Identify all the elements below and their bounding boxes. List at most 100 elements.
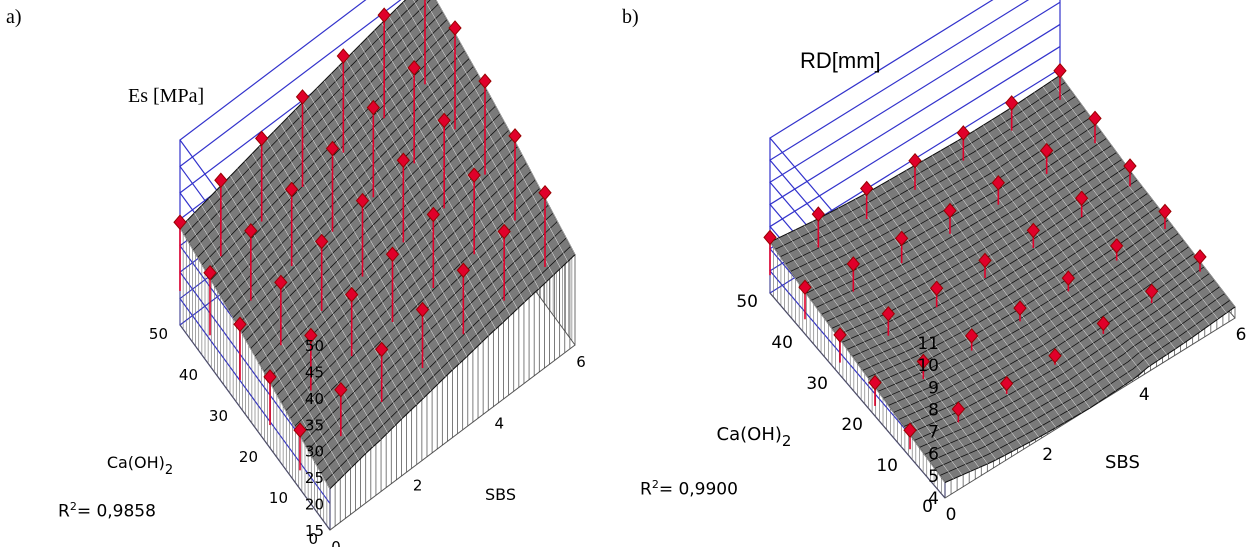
z-tick-label: 40 — [305, 390, 324, 408]
panel-label-b: b) — [622, 6, 639, 28]
surface-mesh-line — [803, 225, 980, 468]
data-point-marker — [285, 181, 299, 198]
data-point-marker — [833, 327, 847, 343]
surface-mesh-line — [295, 109, 446, 377]
z-axis-title: Es [MPa] — [128, 85, 204, 107]
y-axis-title: Ca(OH)2 — [717, 424, 792, 450]
data-point-marker — [1061, 270, 1075, 286]
z-tick-label: 50 — [305, 337, 324, 355]
r-squared-b: R2= 0,9900 — [640, 478, 738, 500]
surface-mesh-line — [931, 155, 1108, 397]
surface-mesh-line — [778, 237, 954, 479]
data-point-marker — [437, 112, 451, 129]
surface-mesh-line — [795, 229, 971, 472]
data-point-marker — [1053, 62, 1067, 79]
z-tick-label: 5 — [928, 467, 939, 487]
surface-mesh-line — [230, 175, 381, 441]
y-tick-label: 20 — [239, 448, 258, 466]
data-point-marker — [763, 229, 777, 246]
surface-mesh-line — [388, 15, 540, 289]
chart-panel-b: b) 4 5 6 7 8 9 10 11 0 10 20 30 40 50 0 2 4 6 RD[mm] SBS Ca(… — [600, 0, 1246, 547]
data-point-marker — [1040, 142, 1054, 159]
data-point-marker — [375, 341, 389, 358]
data-point-marker — [355, 192, 370, 209]
r-squared-a: R2= 0,9858 — [58, 500, 156, 522]
data-point-marker — [244, 223, 258, 239]
x-tick-label: 6 — [576, 353, 586, 371]
data-point-marker — [811, 206, 825, 222]
surface-mesh-line — [359, 44, 511, 316]
surface-mesh-line — [1059, 75, 1236, 308]
surface-mesh-line — [186, 220, 338, 482]
r-squared-sup-b: 2 — [651, 478, 659, 491]
surface-mesh-line — [345, 59, 496, 330]
data-point-marker — [943, 202, 957, 219]
data-point-marker — [508, 128, 522, 144]
data-point-marker — [1088, 110, 1102, 127]
y-tick-label: 0 — [922, 497, 933, 517]
z-tick-label: 20 — [305, 496, 324, 514]
surface-mesh-line — [323, 80, 475, 350]
surface-mesh-line — [855, 199, 1031, 442]
y-axis-title-sub: 2 — [782, 432, 792, 450]
z-tick-label: 7 — [928, 423, 939, 443]
data-point-marker — [1013, 300, 1027, 316]
data-point-marker — [274, 274, 288, 291]
surface-mesh-line — [948, 145, 1125, 386]
y-tick-label: 50 — [736, 292, 758, 312]
surface-mesh-line — [367, 37, 518, 309]
data-point-marker — [1048, 347, 1062, 364]
y-axis-title: Ca(OH)2 — [107, 453, 173, 478]
z-tick-label: 30 — [305, 443, 324, 461]
y-tick-label: 40 — [179, 366, 198, 384]
z-tick-label: 15 — [305, 522, 324, 540]
surface-mesh-line — [374, 30, 525, 303]
data-point-marker — [881, 306, 895, 322]
x-tick-label: 2 — [413, 476, 423, 494]
surface-mesh-line — [923, 160, 1099, 403]
r-squared-value-b: = 0,9900 — [658, 479, 738, 500]
x-tick-label: 2 — [1042, 445, 1053, 465]
surface-mesh-line — [1042, 86, 1219, 320]
panel-label-a: a) — [6, 6, 22, 28]
data-point-marker — [233, 316, 247, 333]
y-tick-label: 40 — [771, 333, 793, 353]
data-point-marker — [426, 206, 440, 223]
surface-mesh-line — [201, 205, 352, 468]
surface-mesh-line — [846, 203, 1022, 447]
surface-mesh-line — [309, 95, 460, 364]
data-point-marker — [956, 125, 970, 141]
surface-mesh-line — [280, 124, 432, 392]
surface-mesh-line — [208, 198, 360, 461]
r-squared-value-a: = 0,9858 — [76, 501, 156, 522]
surface-mesh-line — [974, 130, 1150, 367]
surface-mesh-line — [820, 217, 997, 461]
z-tick-label: 4 — [928, 489, 939, 509]
data-point-marker — [325, 140, 340, 157]
surface-mesh-line — [1000, 114, 1176, 350]
data-point-marker — [908, 152, 922, 169]
surface-mesh-line — [889, 179, 1065, 423]
surface-chart-b: 4567891011010203040500246RD[mm]SBSCa(OH)… — [717, 0, 1246, 525]
surface-mesh-line — [403, 1, 554, 276]
surface-mesh-line — [838, 208, 1014, 451]
surface-mesh-line — [223, 183, 374, 448]
surface-mesh-line — [244, 161, 396, 426]
z-tick-label: 11 — [917, 334, 939, 354]
z-tick-label: 25 — [305, 469, 324, 487]
surface-mesh-line — [194, 212, 345, 475]
data-point-marker — [293, 422, 307, 438]
data-point-marker — [203, 264, 217, 281]
data-point-marker — [345, 286, 359, 303]
x-tick-label: 4 — [1139, 385, 1150, 405]
surface-mesh-line — [259, 146, 410, 412]
data-point-marker — [1075, 190, 1089, 206]
data-point-marker — [415, 301, 430, 318]
surface-mesh-line — [1025, 97, 1202, 332]
z-tick-label: 9 — [928, 378, 939, 398]
surface-mesh-line — [435, 0, 576, 255]
data-point-marker — [214, 172, 228, 189]
x-tick-label: 6 — [1236, 325, 1246, 345]
r-squared-sup-a: 2 — [69, 500, 77, 513]
surface-mesh-line — [1051, 80, 1227, 314]
